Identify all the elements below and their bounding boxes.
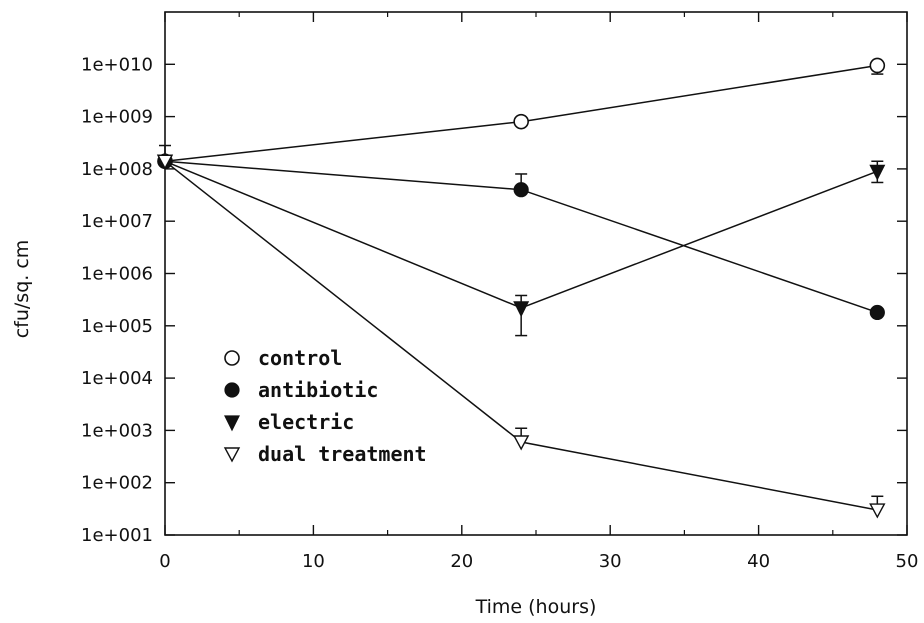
legend-label: electric <box>258 410 354 434</box>
y-tick-label: 1e+003 <box>81 420 153 441</box>
data-point-control <box>869 57 886 74</box>
legend-marker-antibiotic <box>224 382 240 398</box>
data-point-dual-treatment <box>156 154 174 170</box>
x-tick-label: 30 <box>599 551 622 572</box>
legend-label: antibiotic <box>258 378 378 402</box>
y-tick-label: 1e+004 <box>81 368 153 389</box>
y-tick-label: 1e+002 <box>81 473 153 494</box>
y-tick-label: 1e+008 <box>81 159 153 180</box>
data-point-dual-treatment <box>512 435 530 451</box>
data-point-dual-treatment <box>869 503 886 519</box>
legend-label: control <box>258 346 342 370</box>
y-tick-label: 1e+009 <box>81 107 153 128</box>
tick-labels: 0 10 20 30 40 50 1e+001 1e+002 1e+003 1e+004 1e+00… <box>81 54 918 572</box>
data-markers <box>156 57 886 519</box>
x-axis-label: Time (hours) <box>475 596 597 618</box>
legend-marker-dual-treatment <box>223 447 241 463</box>
data-point-electric <box>513 301 530 318</box>
data-point-electric <box>869 164 886 181</box>
y-tick-label: 1e+007 <box>81 211 153 232</box>
axes <box>164 11 908 536</box>
x-tick-label: 20 <box>450 551 473 572</box>
y-tick-label: 1e+006 <box>81 264 153 285</box>
legend-marker-control <box>224 350 240 366</box>
x-tick-label: 0 <box>159 551 170 572</box>
x-tick-label: 50 <box>896 551 919 572</box>
data-point-control <box>513 113 529 130</box>
y-tick-label: 1e+010 <box>81 54 153 75</box>
y-tick-label: 1e+005 <box>81 316 153 337</box>
legend: control antibiotic electric dual treatment <box>223 346 427 466</box>
x-tick-label: 10 <box>302 551 325 572</box>
legend-marker-electric <box>224 415 240 432</box>
y-axis-label: cfu/sq. cm <box>11 240 33 339</box>
x-tick-label: 40 <box>747 551 770 572</box>
data-point-antibiotic <box>513 182 529 198</box>
series-line-control <box>164 64 878 163</box>
y-tick-label: 1e+001 <box>81 525 153 546</box>
legend-label: dual treatment <box>258 442 427 466</box>
data-point-antibiotic <box>869 304 885 321</box>
